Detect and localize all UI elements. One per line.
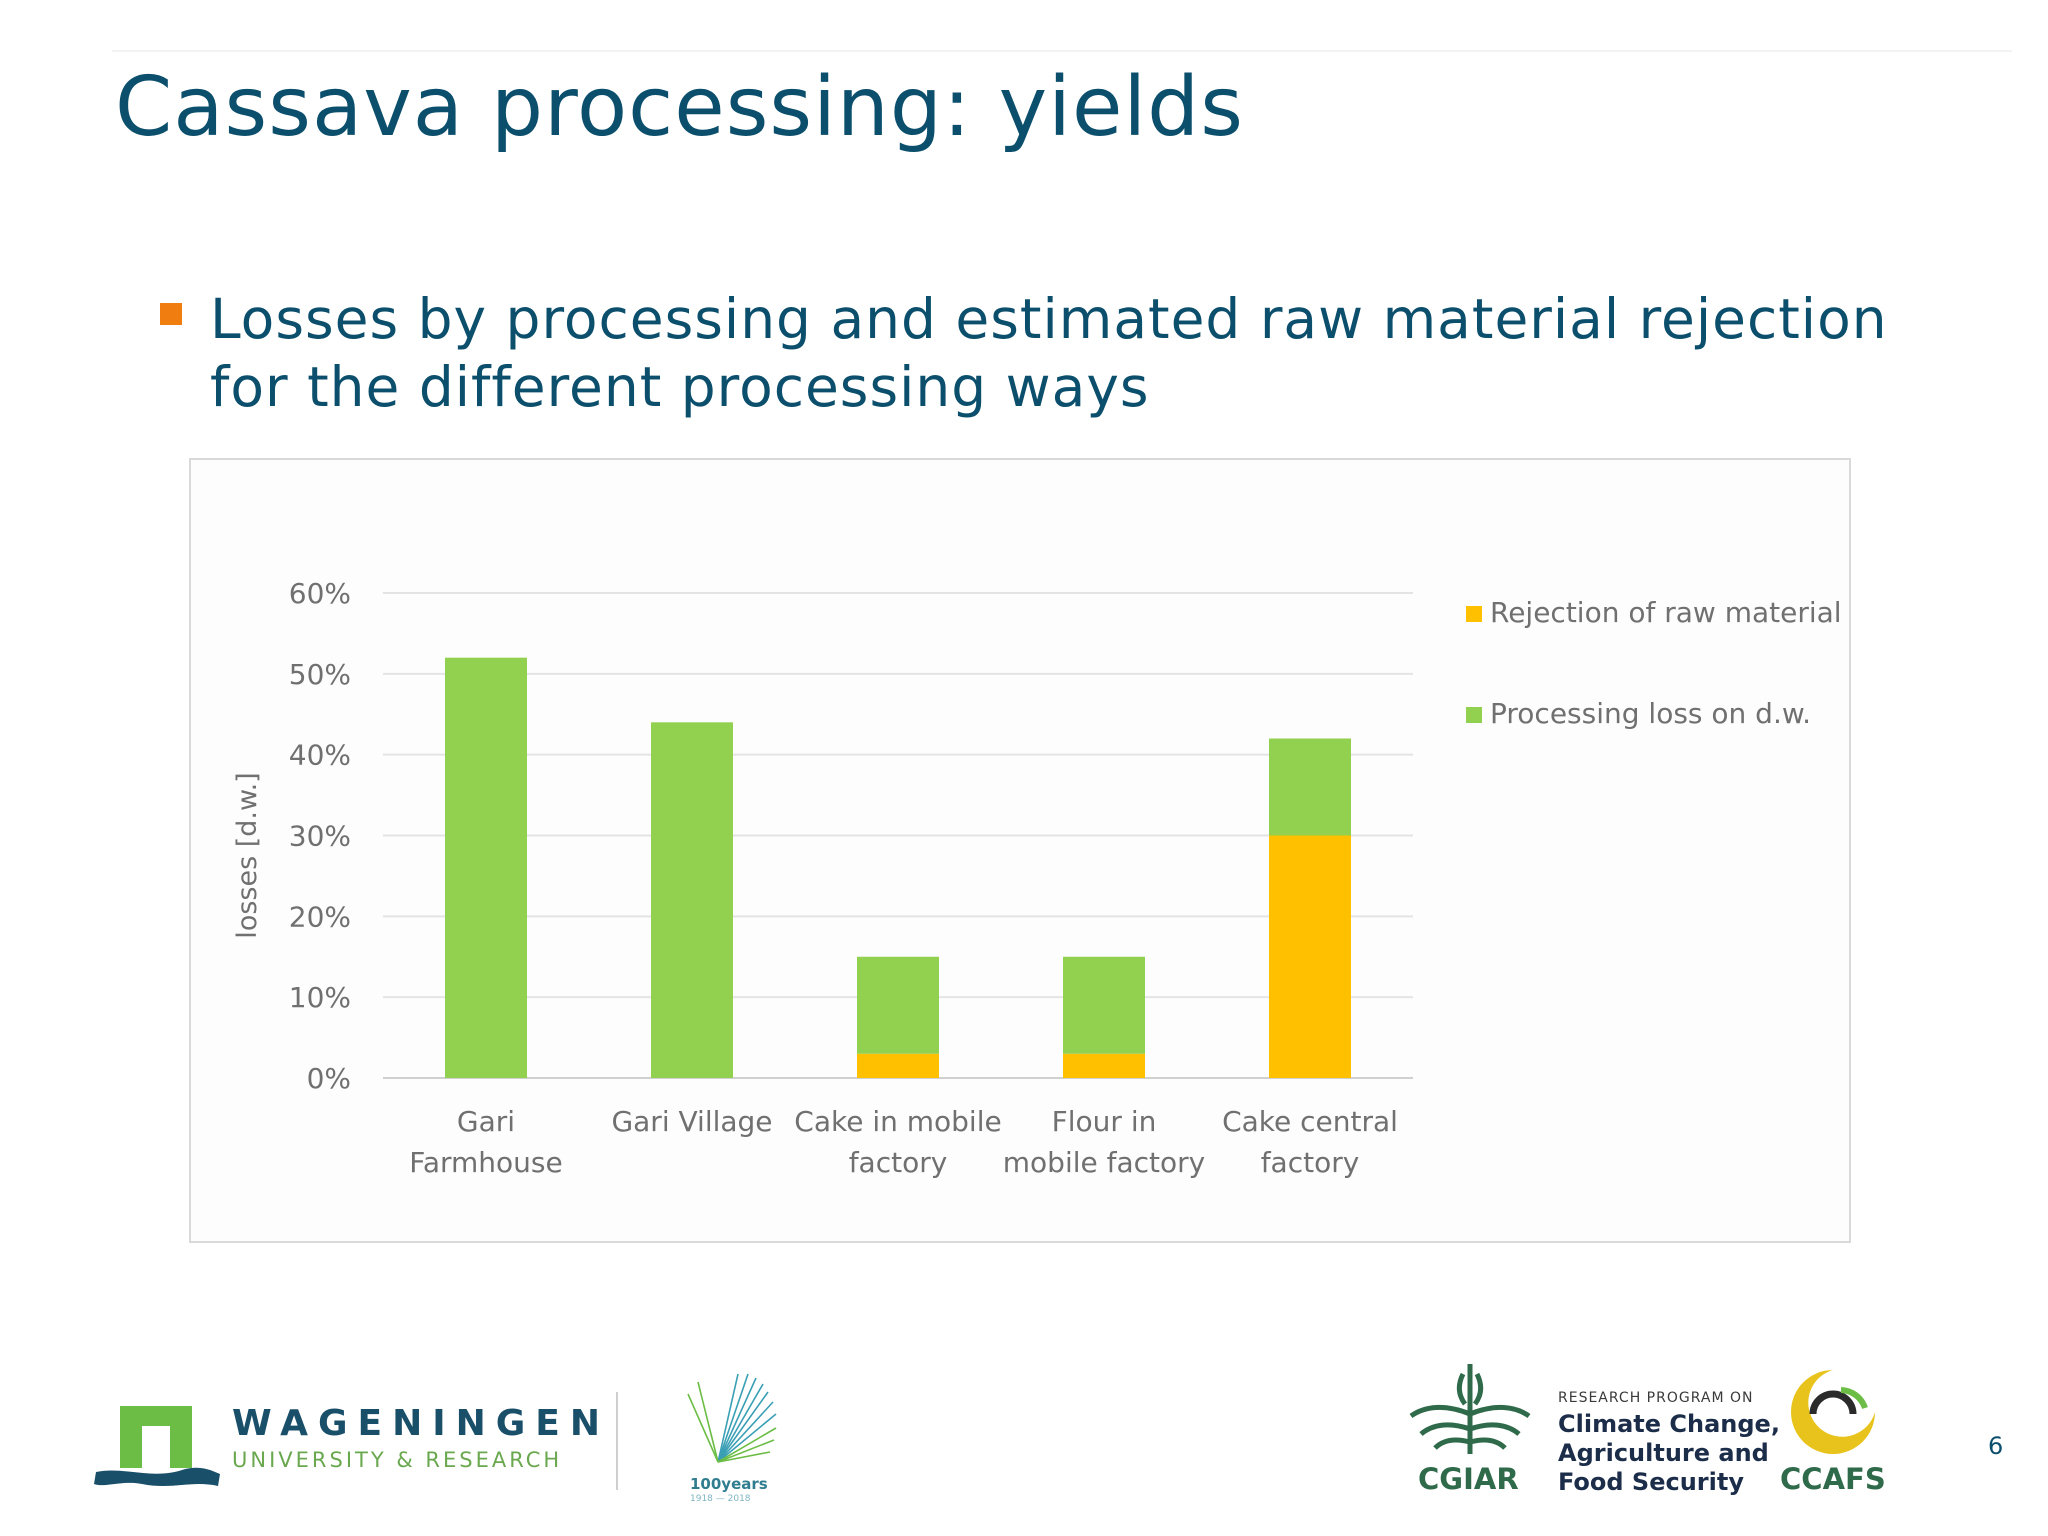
x-tick-label: factory — [1261, 1146, 1360, 1179]
cgiar-wordmark: CGIAR — [1418, 1462, 1519, 1496]
bullet-text: Losses by processing and estimated raw m… — [210, 287, 1888, 419]
program-line: Agriculture and — [1558, 1439, 1769, 1467]
bar-segment — [651, 722, 733, 1078]
cgiar-logo-icon — [1409, 1364, 1531, 1454]
y-tick-label: 30% — [289, 820, 351, 853]
page-number: 6 — [1988, 1432, 2004, 1460]
legend-swatch — [1466, 606, 1482, 622]
y-tick-label: 10% — [289, 981, 351, 1014]
y-tick-label: 0% — [307, 1062, 351, 1095]
x-tick-label: Farmhouse — [409, 1146, 562, 1179]
program-line: Food Security — [1558, 1468, 1744, 1496]
x-tick-label: factory — [849, 1146, 948, 1179]
legend-label: Rejection of raw material — [1490, 596, 1842, 629]
x-tick-label: Gari — [457, 1105, 515, 1138]
centenary-years: 1918 — 2018 — [690, 1494, 751, 1504]
y-tick-label: 20% — [289, 900, 351, 933]
x-tick-label: Gari Village — [611, 1105, 772, 1138]
y-tick-label: 40% — [289, 739, 351, 772]
bar-segment — [1269, 738, 1351, 836]
ccafs-wordmark: CCAFS — [1780, 1462, 1886, 1496]
program-kicker: RESEARCH PROGRAM ON — [1558, 1390, 1754, 1406]
wur-subtitle: UNIVERSITY & RESEARCH — [232, 1448, 563, 1472]
x-tick-label: Cake in mobile — [794, 1105, 1001, 1138]
bar-segment — [1063, 1053, 1145, 1078]
bar-segment — [857, 1053, 939, 1078]
x-tick-label: mobile factory — [1003, 1146, 1205, 1179]
program-line: Climate Change, — [1558, 1410, 1780, 1438]
stacked-bar-chart: 0% 10% 20% 30% 40% 50% 60% losses [d.w.] Gari Far… — [232, 577, 1842, 1179]
centenary-label: 100years — [690, 1475, 768, 1493]
centenary-fan-icon — [687, 1373, 777, 1463]
y-tick-label: 50% — [289, 658, 351, 691]
program-name: Climate Change, Agriculture and Food Sec… — [1558, 1410, 1788, 1497]
ccafs-logo-icon — [1791, 1370, 1875, 1454]
chart-frame: 0% 10% 20% 30% 40% 50% 60% losses [d.w.] Gari Far… — [189, 458, 1851, 1243]
y-tick-label: 60% — [289, 577, 351, 610]
bar-segment — [857, 956, 939, 1054]
bar-segment — [1063, 956, 1145, 1054]
logo-divider — [616, 1392, 618, 1490]
bullet-marker — [160, 303, 182, 325]
slide-title: Cassava processing: yields — [115, 60, 1244, 155]
x-tick-label: Cake central — [1222, 1105, 1398, 1138]
x-tick-label: Flour in — [1052, 1105, 1157, 1138]
bar-segment — [1269, 835, 1351, 1078]
wageningen-logo-icon — [94, 1406, 220, 1486]
y-axis-title: losses [d.w.] — [232, 772, 263, 938]
legend-label: Processing loss on d.w. — [1490, 697, 1811, 730]
title-rule — [112, 50, 2012, 52]
legend-swatch — [1466, 707, 1482, 723]
wur-wordmark: WAGENINGEN — [232, 1403, 611, 1444]
bar-segment — [445, 657, 527, 1078]
